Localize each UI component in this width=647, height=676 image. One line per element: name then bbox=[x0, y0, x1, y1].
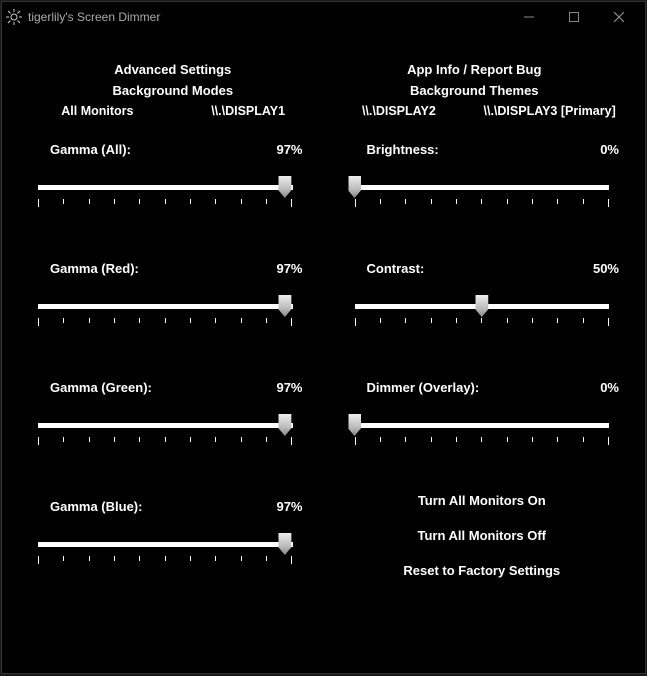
gamma-green-slider[interactable] bbox=[38, 415, 293, 451]
minimize-button[interactable] bbox=[506, 3, 551, 31]
dimmer-block: Dimmer (Overlay): 0% bbox=[339, 380, 626, 451]
dimmer-value: 0% bbox=[600, 380, 619, 395]
background-modes-link[interactable]: Background Modes bbox=[22, 83, 324, 98]
gamma-blue-value: 97% bbox=[276, 499, 302, 514]
brightness-block: Brightness: 0% bbox=[339, 142, 626, 213]
titlebar: tigerlily's Screen Dimmer bbox=[2, 2, 645, 32]
dimmer-slider[interactable] bbox=[355, 415, 610, 451]
gamma-all-slider[interactable] bbox=[38, 177, 293, 213]
gamma-blue-block: Gamma (Blue): 97% bbox=[22, 499, 309, 570]
reset-factory-button[interactable]: Reset to Factory Settings bbox=[339, 563, 626, 578]
gamma-red-label: Gamma (Red): bbox=[50, 261, 139, 276]
slider-columns: Gamma (All): 97% Gamma (Red): 97% Gamma … bbox=[22, 142, 625, 618]
brightness-label: Brightness: bbox=[367, 142, 439, 157]
gamma-red-value: 97% bbox=[276, 261, 302, 276]
contrast-label: Contrast: bbox=[367, 261, 425, 276]
tab-all-monitors[interactable]: All Monitors bbox=[22, 104, 173, 118]
advanced-settings-link[interactable]: Advanced Settings bbox=[22, 62, 324, 77]
tab-display2[interactable]: \\.\DISPLAY2 bbox=[324, 104, 475, 118]
gamma-green-value: 97% bbox=[276, 380, 302, 395]
app-icon bbox=[6, 9, 22, 25]
top-links-row-2: Background Modes Background Themes bbox=[22, 83, 625, 98]
window-title: tigerlily's Screen Dimmer bbox=[28, 10, 506, 24]
gamma-green-label: Gamma (Green): bbox=[50, 380, 152, 395]
gamma-all-block: Gamma (All): 97% bbox=[22, 142, 309, 213]
tab-display1[interactable]: \\.\DISPLAY1 bbox=[173, 104, 324, 118]
background-themes-link[interactable]: Background Themes bbox=[324, 83, 626, 98]
app-info-link[interactable]: App Info / Report Bug bbox=[324, 62, 626, 77]
action-links: Turn All Monitors On Turn All Monitors O… bbox=[339, 493, 626, 578]
gamma-all-label: Gamma (All): bbox=[50, 142, 131, 157]
content: Advanced Settings App Info / Report Bug … bbox=[2, 32, 645, 673]
contrast-slider[interactable] bbox=[355, 296, 610, 332]
gamma-all-value: 97% bbox=[276, 142, 302, 157]
gamma-red-block: Gamma (Red): 97% bbox=[22, 261, 309, 332]
top-links-row-1: Advanced Settings App Info / Report Bug bbox=[22, 62, 625, 77]
gamma-green-block: Gamma (Green): 97% bbox=[22, 380, 309, 451]
turn-all-off-button[interactable]: Turn All Monitors Off bbox=[339, 528, 626, 543]
contrast-value: 50% bbox=[593, 261, 619, 276]
left-column: Gamma (All): 97% Gamma (Red): 97% Gamma … bbox=[22, 142, 309, 618]
gamma-blue-slider[interactable] bbox=[38, 534, 293, 570]
brightness-value: 0% bbox=[600, 142, 619, 157]
turn-all-on-button[interactable]: Turn All Monitors On bbox=[339, 493, 626, 508]
app-window: tigerlily's Screen Dimmer Advanced Setti… bbox=[1, 1, 646, 674]
brightness-slider[interactable] bbox=[355, 177, 610, 213]
maximize-button[interactable] bbox=[551, 3, 596, 31]
monitor-tabs: All Monitors \\.\DISPLAY1 \\.\DISPLAY2 \… bbox=[22, 104, 625, 118]
dimmer-label: Dimmer (Overlay): bbox=[367, 380, 480, 395]
tab-display3[interactable]: \\.\DISPLAY3 [Primary] bbox=[474, 104, 625, 118]
right-column: Brightness: 0% Contrast: 50% Dimmer (Ove… bbox=[339, 142, 626, 618]
close-button[interactable] bbox=[596, 3, 641, 31]
gamma-blue-label: Gamma (Blue): bbox=[50, 499, 142, 514]
contrast-block: Contrast: 50% bbox=[339, 261, 626, 332]
gamma-red-slider[interactable] bbox=[38, 296, 293, 332]
